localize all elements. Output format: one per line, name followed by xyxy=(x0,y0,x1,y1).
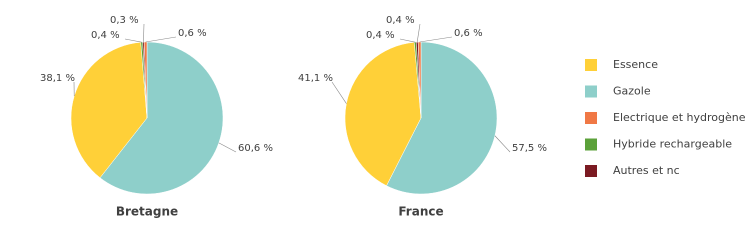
chart: 60,6 % 38,1 % 0,4 % 0,3 % 0,6 % Bretagne 57,5 … xyxy=(40,15,746,219)
chart-title: Bretagne xyxy=(116,205,178,219)
legend-swatch xyxy=(585,138,597,151)
legend-label: Hybride rechargeable xyxy=(613,138,732,151)
legend-label: Gazole xyxy=(613,85,651,98)
leader-line xyxy=(419,36,453,43)
leader-line xyxy=(218,142,237,153)
value-label: 60,6 % xyxy=(238,143,273,154)
legend-label: Essence xyxy=(613,58,658,71)
pie-slice xyxy=(344,42,422,187)
leader-line xyxy=(331,81,347,104)
value-label: 0,3 % xyxy=(110,15,139,26)
value-label: 0,4 % xyxy=(91,30,120,41)
leader-line xyxy=(143,23,145,43)
value-label: 0,4 % xyxy=(386,15,415,26)
value-label: 41,1 % xyxy=(298,73,333,84)
legend-label: Electrique et hydrogène xyxy=(613,111,746,124)
legend-swatch xyxy=(585,59,597,71)
value-label: 0,6 % xyxy=(178,28,207,39)
value-label: 57,5 % xyxy=(512,143,547,154)
value-label: 0,4 % xyxy=(366,30,395,41)
legend-swatch xyxy=(585,112,597,124)
chart-title: France xyxy=(398,205,443,219)
leader-line xyxy=(399,38,416,43)
value-label: 0,6 % xyxy=(454,28,483,39)
pie-slice xyxy=(70,41,148,179)
legend-swatch xyxy=(585,165,597,177)
legend-label: Autres et nc xyxy=(613,164,680,177)
leader-line xyxy=(494,135,511,153)
leader-line xyxy=(145,36,177,43)
legend-swatch xyxy=(585,85,597,98)
leader-line xyxy=(416,23,421,43)
leader-line xyxy=(124,38,142,43)
value-label: 38,1 % xyxy=(40,73,75,84)
